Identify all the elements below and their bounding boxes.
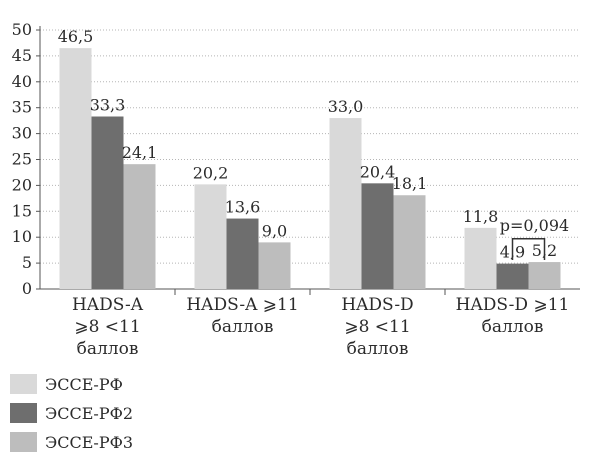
data-label: 33,3 xyxy=(90,96,126,115)
data-label: 9,0 xyxy=(262,221,287,240)
data-label: 18,1 xyxy=(392,174,428,193)
y-tick-label: 30 xyxy=(12,124,32,143)
x-category-label-line: HADS-D xyxy=(341,295,413,315)
bar xyxy=(464,227,497,289)
annotation: p=0,094 xyxy=(500,216,569,260)
y-tick-label: 50 xyxy=(12,20,32,39)
bar xyxy=(393,195,426,289)
bar xyxy=(528,262,561,289)
y-tick-label: 20 xyxy=(12,175,32,194)
legend-item: ЭССЕ-РФ xyxy=(10,372,133,396)
legend-label: ЭССЕ-РФ3 xyxy=(45,432,134,452)
bars xyxy=(59,48,561,289)
data-label: 20,2 xyxy=(193,163,229,182)
x-category-label-line: баллов xyxy=(482,317,544,337)
bar xyxy=(496,263,529,289)
legend-swatch xyxy=(10,403,37,423)
p-value-annotation: p=0,094 xyxy=(500,216,569,235)
y-tick-label: 45 xyxy=(12,46,32,65)
bar xyxy=(361,183,394,289)
x-category-label-line: ⩾8 <11 xyxy=(344,317,410,337)
legend-swatch xyxy=(10,374,37,394)
bar xyxy=(258,242,291,289)
data-label: 11,8 xyxy=(463,207,499,226)
data-label: 46,5 xyxy=(58,27,94,46)
legend-label: ЭССЕ-РФ2 xyxy=(45,403,134,423)
bar xyxy=(226,218,259,289)
x-category-label: HADS-A ⩾11 баллов xyxy=(186,295,298,337)
y-tick-label: 25 xyxy=(12,150,32,169)
x-category-label-line: баллов xyxy=(77,339,139,359)
x-category-label: HADS-D ⩾11 баллов xyxy=(456,295,570,337)
bar xyxy=(194,184,227,289)
y-tick-label: 10 xyxy=(12,227,32,246)
y-tick-label: 5 xyxy=(22,253,32,272)
x-category-label-line: HADS-D ⩾11 xyxy=(456,295,570,315)
y-tick-label: 35 xyxy=(12,98,32,117)
legend: ЭССЕ-РФ ЭССЕ-РФ2 ЭССЕ-РФ3 xyxy=(10,372,133,459)
legend-label: ЭССЕ-РФ xyxy=(45,374,123,394)
bar xyxy=(91,116,124,289)
data-label: 13,6 xyxy=(225,198,261,217)
x-category-label-line: баллов xyxy=(347,339,409,359)
legend-swatch xyxy=(10,432,37,452)
legend-item: ЭССЕ-РФ2 xyxy=(10,401,133,425)
x-category-label: HADS-A ⩾8 <11 баллов xyxy=(72,295,144,359)
legend-item: ЭССЕ-РФ3 xyxy=(10,430,133,454)
y-tick-label: 15 xyxy=(12,201,32,220)
y-tick-label: 0 xyxy=(22,279,32,298)
x-category-label: HADS-D ⩾8 <11 баллов xyxy=(341,295,413,359)
bar xyxy=(123,164,156,289)
x-category-label-line: баллов xyxy=(212,317,274,337)
x-category-label-line: HADS-A ⩾11 xyxy=(186,295,298,315)
y-tick-label: 40 xyxy=(12,72,32,91)
x-category-label-line: ⩾8 <11 xyxy=(74,317,140,337)
data-label: 24,1 xyxy=(122,143,158,162)
x-category-label-line: HADS-A xyxy=(72,295,144,315)
data-label: 20,4 xyxy=(360,162,396,181)
significance-bracket xyxy=(511,238,546,260)
bar xyxy=(59,48,92,289)
bar xyxy=(329,118,362,289)
data-label: 33,0 xyxy=(328,97,364,116)
